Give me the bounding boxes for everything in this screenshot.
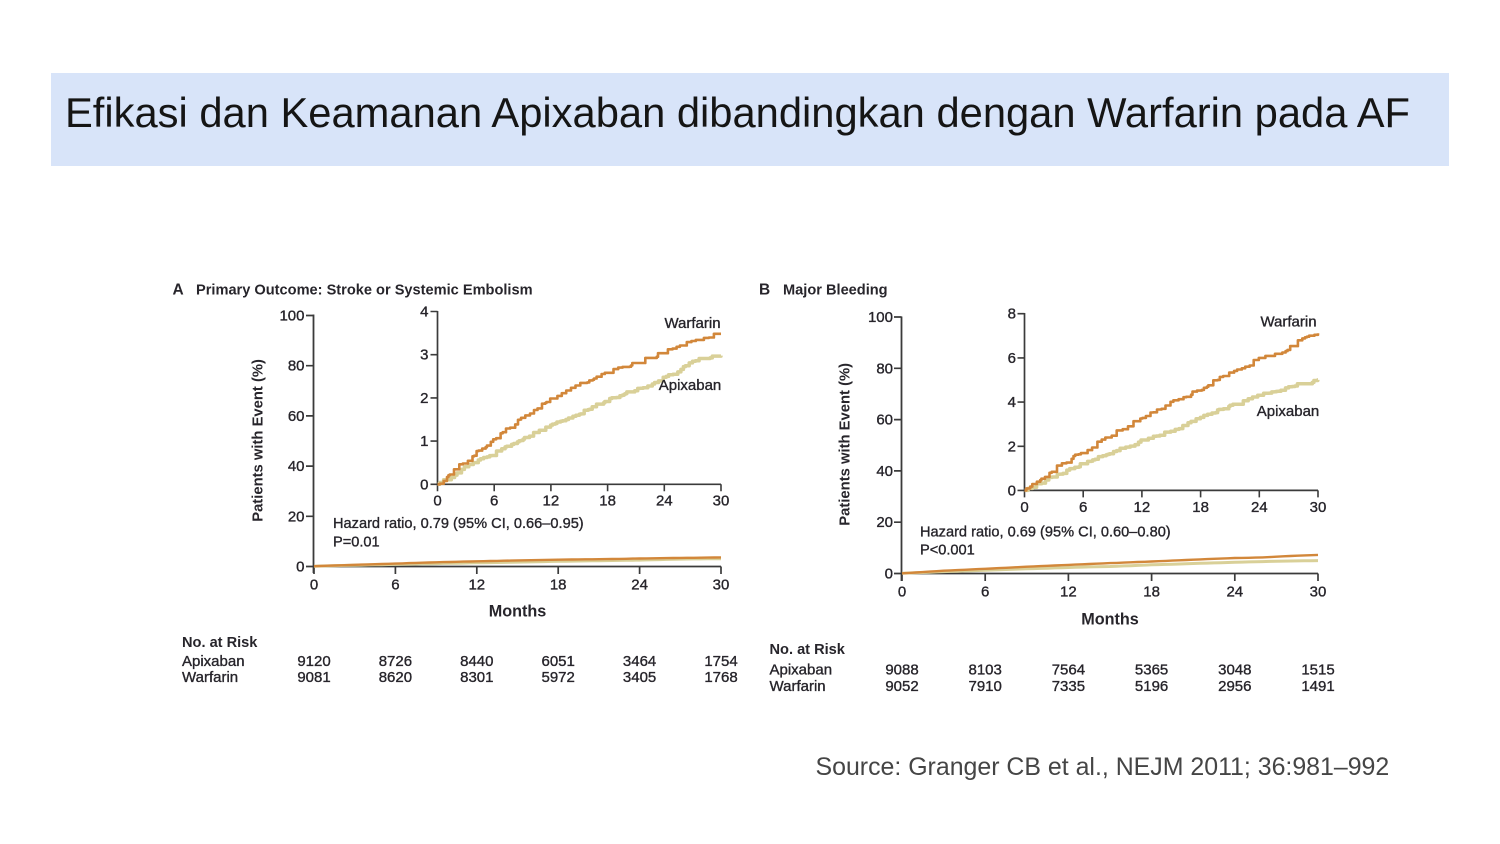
svg-text:12: 12 [1134, 499, 1151, 516]
svg-text:Warfarin: Warfarin [770, 678, 826, 695]
svg-text:6: 6 [1079, 499, 1087, 516]
svg-text:3048: 3048 [1218, 662, 1251, 679]
svg-text:No. at Risk: No. at Risk [182, 635, 258, 651]
svg-text:Hazard ratio, 0.79 (95% CI, 0.: Hazard ratio, 0.79 (95% CI, 0.66–0.95) [333, 516, 584, 532]
svg-text:Months: Months [489, 603, 547, 621]
svg-text:20: 20 [876, 514, 893, 531]
svg-text:60: 60 [876, 412, 893, 429]
svg-text:Apixaban: Apixaban [182, 653, 245, 670]
svg-text:Warfarin: Warfarin [182, 669, 238, 686]
svg-text:0: 0 [1020, 499, 1028, 516]
svg-text:6: 6 [490, 493, 498, 510]
svg-text:7910: 7910 [969, 678, 1002, 695]
svg-text:6051: 6051 [542, 653, 575, 670]
svg-text:8620: 8620 [379, 669, 412, 686]
svg-text:24: 24 [1226, 584, 1243, 601]
svg-text:7335: 7335 [1052, 678, 1085, 695]
svg-text:30: 30 [713, 493, 730, 510]
svg-text:3: 3 [420, 347, 428, 364]
svg-text:No. at Risk: No. at Risk [770, 642, 846, 658]
svg-text:Warfarin: Warfarin [1260, 314, 1316, 331]
svg-text:0: 0 [433, 493, 441, 510]
svg-text:5196: 5196 [1135, 678, 1168, 695]
svg-text:Patients with Event (%): Patients with Event (%) [251, 359, 267, 522]
svg-text:6: 6 [981, 584, 989, 601]
svg-text:1768: 1768 [704, 669, 737, 686]
svg-text:3405: 3405 [623, 669, 656, 686]
svg-text:24: 24 [631, 577, 648, 594]
svg-text:0: 0 [420, 476, 428, 493]
svg-text:0: 0 [1008, 482, 1016, 499]
svg-text:Apixaban: Apixaban [770, 662, 833, 679]
svg-text:40: 40 [876, 463, 893, 480]
svg-text:12: 12 [468, 577, 485, 594]
svg-text:6: 6 [1008, 350, 1016, 367]
svg-text:24: 24 [656, 493, 673, 510]
svg-text:9052: 9052 [885, 678, 918, 695]
svg-text:9081: 9081 [297, 669, 330, 686]
svg-text:80: 80 [876, 360, 893, 377]
svg-text:Major Bleeding: Major Bleeding [783, 283, 888, 299]
svg-text:A: A [173, 282, 184, 299]
svg-text:18: 18 [550, 577, 567, 594]
svg-text:8440: 8440 [460, 653, 493, 670]
svg-text:1754: 1754 [704, 653, 737, 670]
svg-text:Primary Outcome: Stroke or Sys: Primary Outcome: Stroke or Systemic Embo… [196, 283, 533, 299]
svg-text:0: 0 [885, 566, 893, 583]
svg-text:8: 8 [1008, 306, 1016, 323]
svg-text:2: 2 [1008, 438, 1016, 455]
svg-text:30: 30 [1310, 499, 1327, 516]
svg-text:9088: 9088 [885, 662, 918, 679]
svg-text:P<0.001: P<0.001 [920, 543, 975, 559]
svg-text:P=0.01: P=0.01 [333, 535, 380, 551]
svg-text:0: 0 [296, 559, 304, 576]
svg-text:Patients with Event (%): Patients with Event (%) [838, 363, 854, 526]
svg-text:5972: 5972 [542, 669, 575, 686]
svg-text:0: 0 [310, 577, 318, 594]
svg-text:Apixaban: Apixaban [1257, 403, 1320, 420]
svg-text:100: 100 [868, 309, 893, 326]
svg-text:2956: 2956 [1218, 678, 1251, 695]
svg-text:60: 60 [288, 408, 305, 425]
svg-text:8726: 8726 [379, 653, 412, 670]
svg-text:18: 18 [1143, 584, 1160, 601]
svg-text:12: 12 [1060, 584, 1077, 601]
svg-text:18: 18 [599, 493, 616, 510]
svg-text:2: 2 [420, 390, 428, 407]
svg-text:20: 20 [288, 508, 305, 525]
svg-text:30: 30 [713, 577, 730, 594]
svg-text:1491: 1491 [1301, 678, 1334, 695]
svg-text:8301: 8301 [460, 669, 493, 686]
svg-text:18: 18 [1192, 499, 1209, 516]
svg-text:4: 4 [1008, 394, 1016, 411]
svg-text:30: 30 [1310, 584, 1327, 601]
svg-text:1: 1 [420, 433, 428, 450]
svg-text:Hazard ratio, 0.69 (95% CI, 0.: Hazard ratio, 0.69 (95% CI, 0.60–0.80) [920, 524, 1171, 540]
svg-text:5365: 5365 [1135, 662, 1168, 679]
svg-text:80: 80 [288, 358, 305, 375]
svg-text:9120: 9120 [297, 653, 330, 670]
svg-text:12: 12 [543, 493, 560, 510]
svg-text:40: 40 [288, 458, 305, 475]
svg-text:1515: 1515 [1301, 662, 1334, 679]
svg-text:3464: 3464 [623, 653, 656, 670]
svg-text:8103: 8103 [969, 662, 1002, 679]
svg-text:0: 0 [898, 584, 906, 601]
svg-text:4: 4 [420, 304, 428, 321]
svg-text:100: 100 [279, 308, 304, 325]
svg-text:Months: Months [1081, 611, 1139, 629]
svg-text:B: B [759, 282, 770, 299]
svg-text:6: 6 [391, 577, 399, 594]
svg-text:24: 24 [1251, 499, 1268, 516]
svg-text:Warfarin: Warfarin [664, 315, 720, 332]
svg-text:7564: 7564 [1052, 662, 1085, 679]
svg-text:Apixaban: Apixaban [659, 377, 722, 394]
